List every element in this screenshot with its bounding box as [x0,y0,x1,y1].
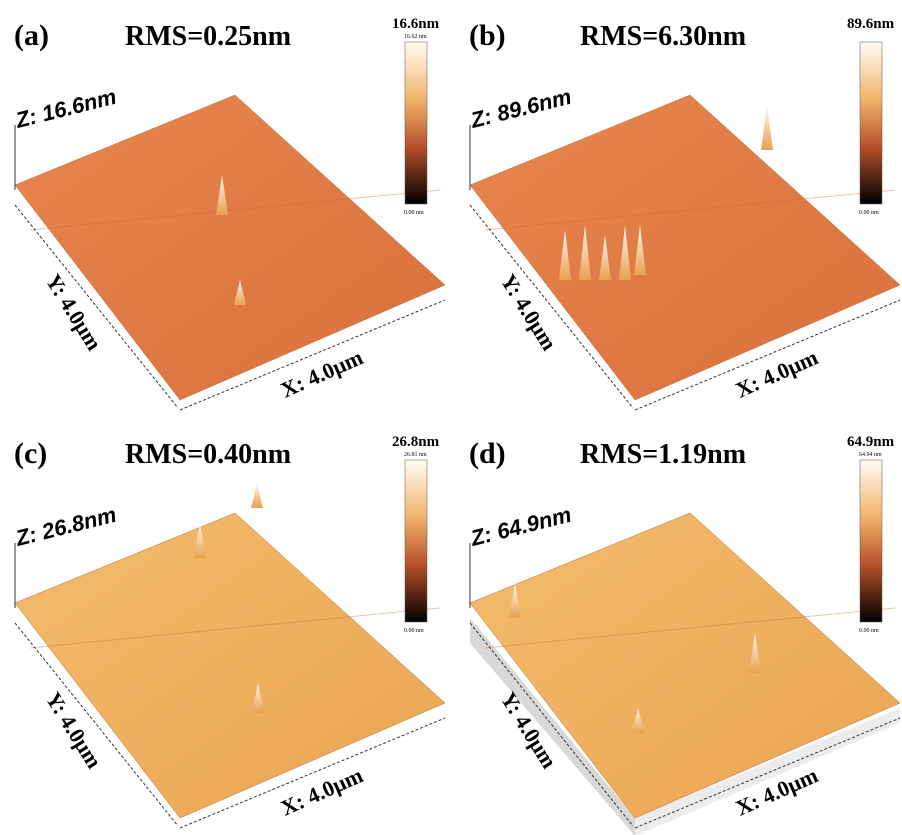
rms-title: RMS=0.25nm [125,21,291,52]
scale-max: 26.8nm [392,434,440,450]
surface [15,95,445,400]
surface [470,513,900,818]
color-bar [860,42,882,204]
z-label: Z: 89.6nm [467,84,574,133]
rms-title: RMS=6.30nm [580,21,746,52]
figure: (a)RMS=0.25nmZ: 16.6nmY: 4.0μmX: 4.0μm16… [0,0,902,835]
surface [470,95,900,400]
peak [251,483,263,508]
peak [761,105,773,150]
scale-top: 26.81 nm [404,452,427,458]
panel-label: (d) [469,437,506,470]
scale-top: 64.94 nm [859,452,882,458]
panel-label: (a) [14,19,49,52]
x-label: X: 4.0μm [277,762,367,820]
scale-bottom: 0.00 nm [859,628,879,634]
surface [15,513,445,818]
color-bar [405,42,427,204]
x-label: X: 4.0μm [277,344,367,402]
color-bar [405,460,427,622]
rms-title: RMS=1.19nm [580,439,746,470]
z-label: Z: 16.6nm [12,84,119,133]
panel-label: (c) [14,437,47,470]
scale-top: 16.62 nm [404,34,427,40]
color-bar [860,460,882,622]
scale-max: 16.6nm [392,16,440,32]
z-label: Z: 64.9nm [467,502,574,551]
scale-bottom: 0.00 nm [404,628,424,634]
scale-bottom: 0.00 nm [404,210,424,216]
x-label: X: 4.0μm [732,344,822,402]
scale-bottom: 0.00 nm [859,210,879,216]
scale-max: 64.9nm [847,434,895,450]
z-label: Z: 26.8nm [12,502,119,551]
panel-label: (b) [469,19,506,52]
scale-max: 89.6nm [847,16,895,32]
rms-title: RMS=0.40nm [125,439,291,470]
